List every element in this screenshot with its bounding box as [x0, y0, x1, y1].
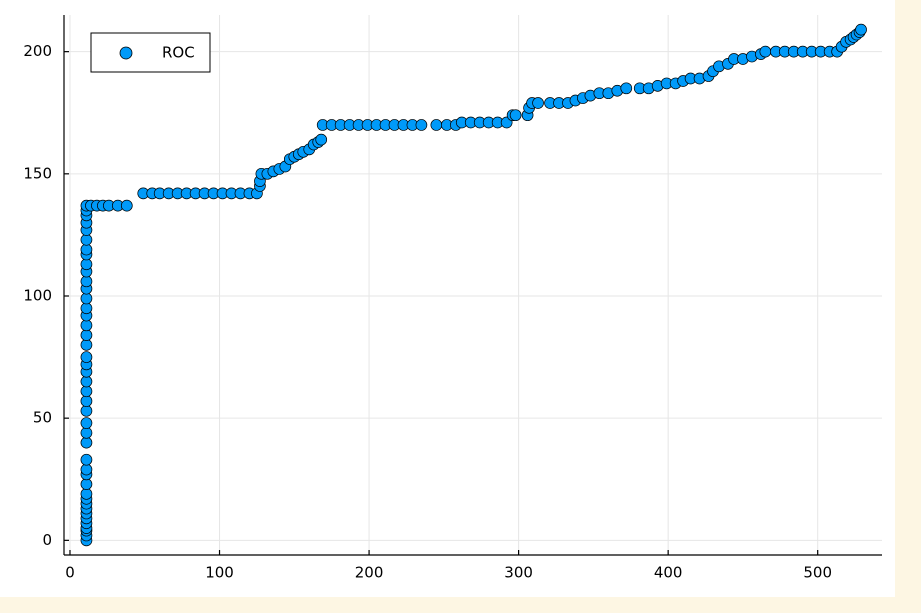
y-tick-label: 150	[23, 164, 52, 182]
x-tick-label: 0	[65, 564, 75, 582]
point	[80, 463, 93, 476]
point	[80, 319, 93, 332]
point	[415, 119, 428, 131]
x-tick-label: 300	[504, 564, 533, 582]
legend-marker	[119, 46, 133, 60]
point	[80, 351, 93, 363]
point	[80, 375, 93, 388]
point	[80, 243, 93, 256]
point	[80, 258, 93, 271]
x-tick-label: 100	[205, 564, 234, 582]
point	[80, 436, 93, 449]
plot-background	[0, 0, 895, 597]
point	[80, 395, 93, 407]
ticks: 0 100 200 300 400 500 0 50 100 150 200	[23, 42, 832, 581]
point	[80, 426, 93, 439]
y-tick-label: 0	[42, 531, 52, 549]
point	[80, 417, 93, 429]
point	[80, 302, 93, 315]
point	[80, 292, 93, 305]
point	[120, 199, 133, 212]
y-tick-label: 100	[23, 286, 52, 304]
point	[80, 233, 93, 246]
x-tick-label: 200	[355, 564, 384, 582]
point	[80, 339, 93, 351]
legend-label: ROC	[162, 44, 195, 62]
point	[509, 109, 522, 122]
point	[80, 404, 93, 417]
point	[80, 453, 93, 466]
point	[620, 82, 633, 95]
y-tick-label: 200	[23, 42, 52, 60]
point	[855, 23, 867, 36]
point	[80, 385, 93, 398]
legend-box	[90, 32, 211, 73]
point	[315, 133, 328, 146]
point	[759, 45, 772, 58]
point	[532, 97, 544, 109]
point	[80, 275, 93, 288]
points	[80, 23, 867, 547]
point	[430, 119, 443, 131]
legend: ROC	[90, 32, 211, 73]
point	[80, 478, 93, 490]
x-tick-label: 400	[654, 564, 683, 582]
point	[80, 488, 93, 500]
x-tick-label: 500	[803, 564, 832, 582]
point	[80, 329, 93, 341]
y-tick-label: 50	[33, 409, 52, 427]
